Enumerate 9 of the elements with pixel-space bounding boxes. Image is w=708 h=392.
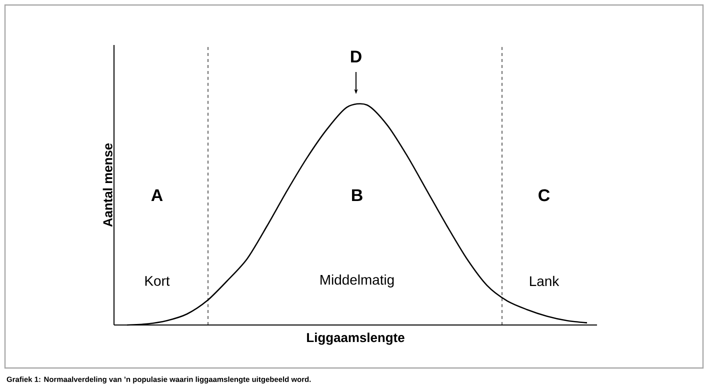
annotation: Middelmatig [320,274,394,288]
annotation: Kort [145,276,170,286]
annotation: C [538,189,550,202]
y-axis-title: Aantal mense [102,143,112,227]
annotation: B [352,189,362,202]
x-axis-title: Liggaamslengte [307,332,404,345]
annotation: Lank [530,276,560,286]
annotation: A [151,189,163,202]
text: D [351,50,362,62]
